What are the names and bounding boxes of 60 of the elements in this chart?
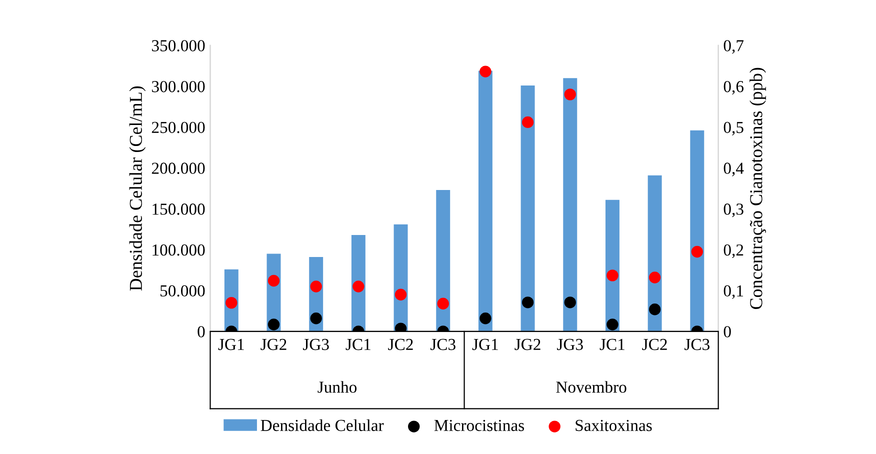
point [268, 318, 280, 330]
point [564, 88, 576, 100]
bar [436, 190, 450, 332]
y2-tick-label: 0,2 [724, 244, 744, 258]
point [648, 304, 661, 316]
point [480, 66, 492, 78]
y2-tick-label: 0,4 [724, 162, 744, 176]
y-axis-title: Densidade Celular (Cel/mL) [129, 86, 146, 291]
y-tick-label: 300.000 [152, 80, 205, 92]
x-tick-label: JC2 [388, 338, 413, 350]
x-tick-label: JG2 [514, 338, 540, 350]
y2-tick-label: 0,7 [724, 40, 744, 54]
y-tick-label: 0 [198, 326, 205, 338]
point [606, 318, 618, 330]
point [226, 296, 238, 309]
x-tick-label: JC2 [642, 338, 667, 350]
x-tick-label: JG1 [218, 338, 244, 350]
x-tick-label: JC3 [684, 338, 710, 350]
x-tick-label: JG3 [557, 338, 583, 350]
y-tick-label: 200.000 [152, 162, 205, 174]
y2-tick-label: 0,6 [724, 80, 744, 95]
y2-tick-label: 0,1 [724, 285, 744, 299]
x-tick-label: JG2 [260, 338, 286, 350]
text: Novembro [556, 381, 626, 393]
bar [478, 70, 492, 332]
text: Junho [318, 381, 357, 393]
point [564, 296, 576, 308]
legend-label: Saxitoxinas [576, 420, 652, 432]
x-tick-label: JG3 [303, 338, 329, 350]
x-tick-label: JC3 [430, 338, 456, 350]
y2-axis-title: Concentração Cianotoxinas (ppb) [750, 68, 766, 310]
point [394, 288, 407, 300]
point [522, 296, 534, 308]
x-tick-label: JC1 [600, 338, 624, 350]
x-tick-label: JG1 [472, 338, 498, 350]
legend-label: Densidade Celular [260, 419, 384, 432]
y-tick-label: 150.000 [152, 204, 205, 215]
point [437, 298, 449, 310]
point [691, 246, 703, 258]
bar [690, 130, 704, 332]
point [522, 116, 534, 128]
point [606, 270, 618, 282]
point [480, 312, 492, 324]
bar [520, 85, 535, 332]
bar [648, 175, 662, 332]
y-tick-label: 350.000 [152, 40, 205, 52]
x-tick-label: JC1 [346, 338, 370, 350]
y2-tick-label: 0,3 [724, 204, 744, 218]
point [310, 312, 322, 324]
bar [563, 78, 578, 332]
y2-tick-label: 0,5 [724, 122, 744, 136]
legend-label: Microcistinas [434, 420, 524, 432]
y-tick-label: 250.000 [152, 122, 205, 134]
y-tick-label: 100.000 [152, 244, 205, 256]
y-tick-label: 50.000 [160, 285, 205, 297]
point [310, 280, 322, 292]
point [648, 272, 661, 284]
point [268, 274, 280, 287]
y2-tick-label: 0 [724, 326, 731, 338]
point [352, 280, 364, 292]
